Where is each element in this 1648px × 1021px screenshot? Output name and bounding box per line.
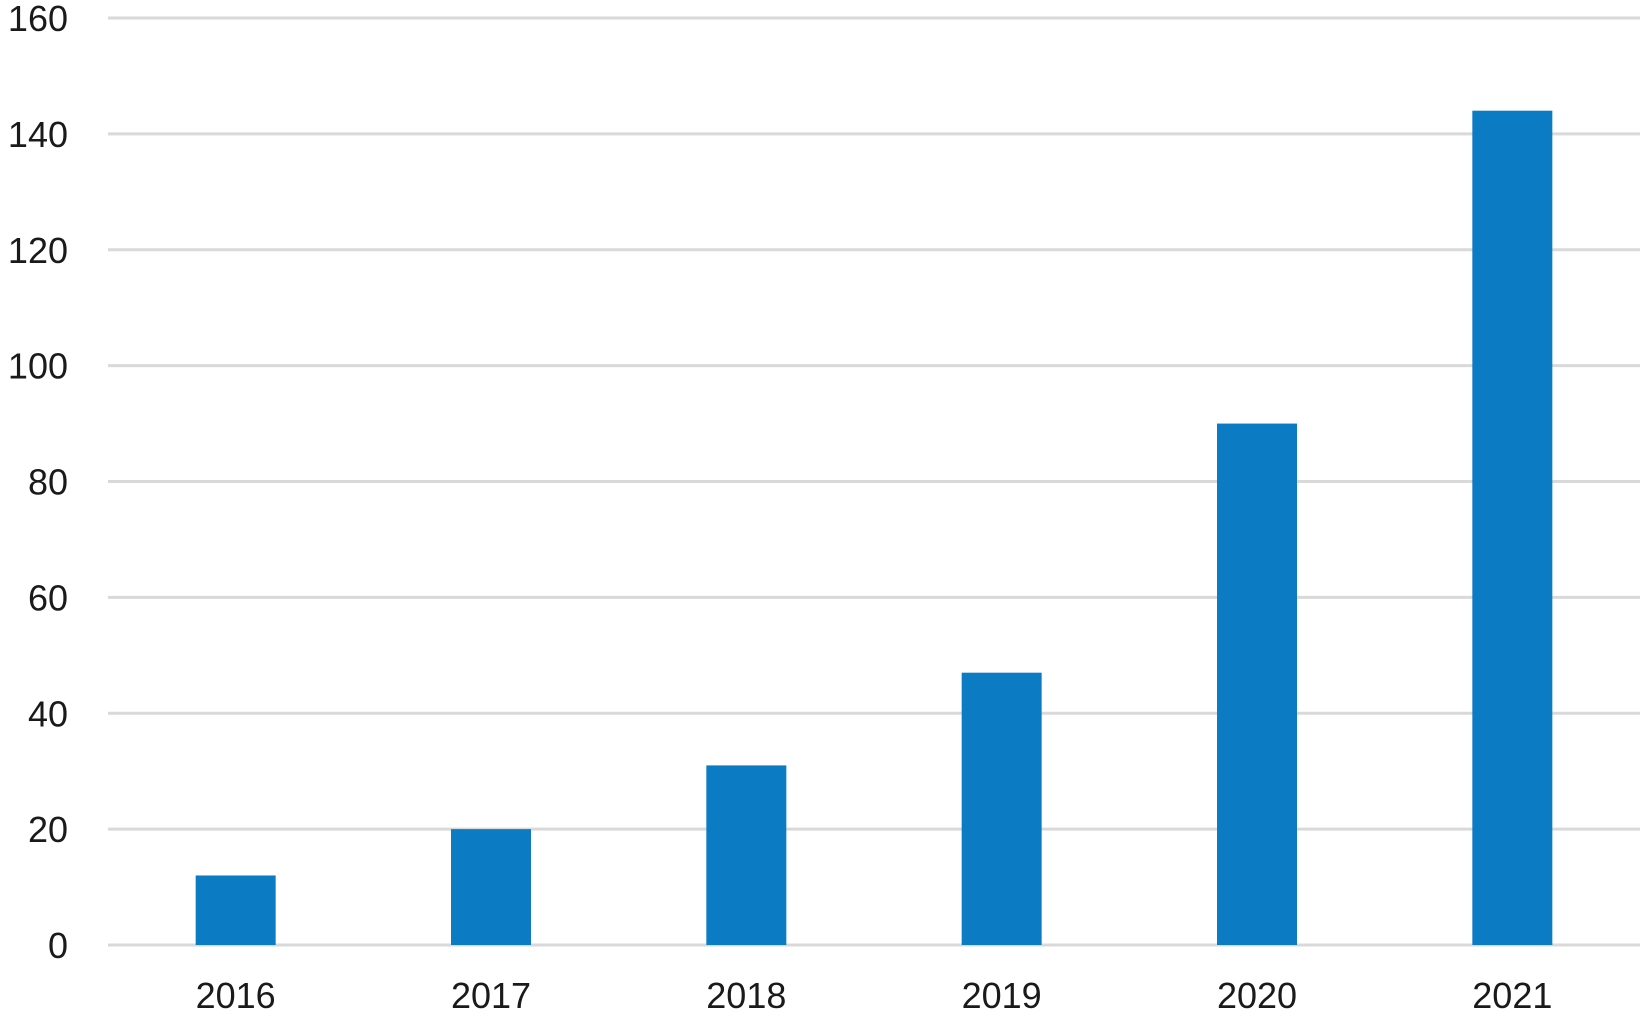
gridlines [108,16,1640,947]
y-tick-label: 40 [28,693,68,734]
bar-2018 [706,765,787,945]
y-tick-label: 80 [28,462,68,503]
bar-2017 [451,829,531,945]
y-tick-label: 120 [8,230,68,271]
y-tick-label: 60 [28,577,68,618]
bars [195,110,1553,945]
y-tick-label: 100 [8,346,68,387]
y-axis-tick-labels: 0 20 40 60 80 100 120 140 160 [8,0,68,966]
x-tick-label: 2017 [451,975,531,1016]
x-tick-label: 2021 [1472,975,1552,1016]
y-tick-label: 0 [48,925,68,966]
x-tick-label: 2020 [1217,975,1297,1016]
bar-2016 [195,875,276,945]
bar-2021 [1472,110,1553,945]
x-tick-label: 2016 [196,975,276,1016]
x-axis-tick-labels: 2016 2017 2018 2019 2020 2021 [196,975,1553,1016]
y-tick-label: 140 [8,114,68,155]
x-tick-label: 2018 [706,975,786,1016]
y-tick-label: 160 [8,0,68,39]
bar-2019 [961,672,1042,945]
y-tick-label: 20 [28,809,68,850]
bar-2020 [1217,423,1297,945]
x-tick-label: 2019 [962,975,1042,1016]
